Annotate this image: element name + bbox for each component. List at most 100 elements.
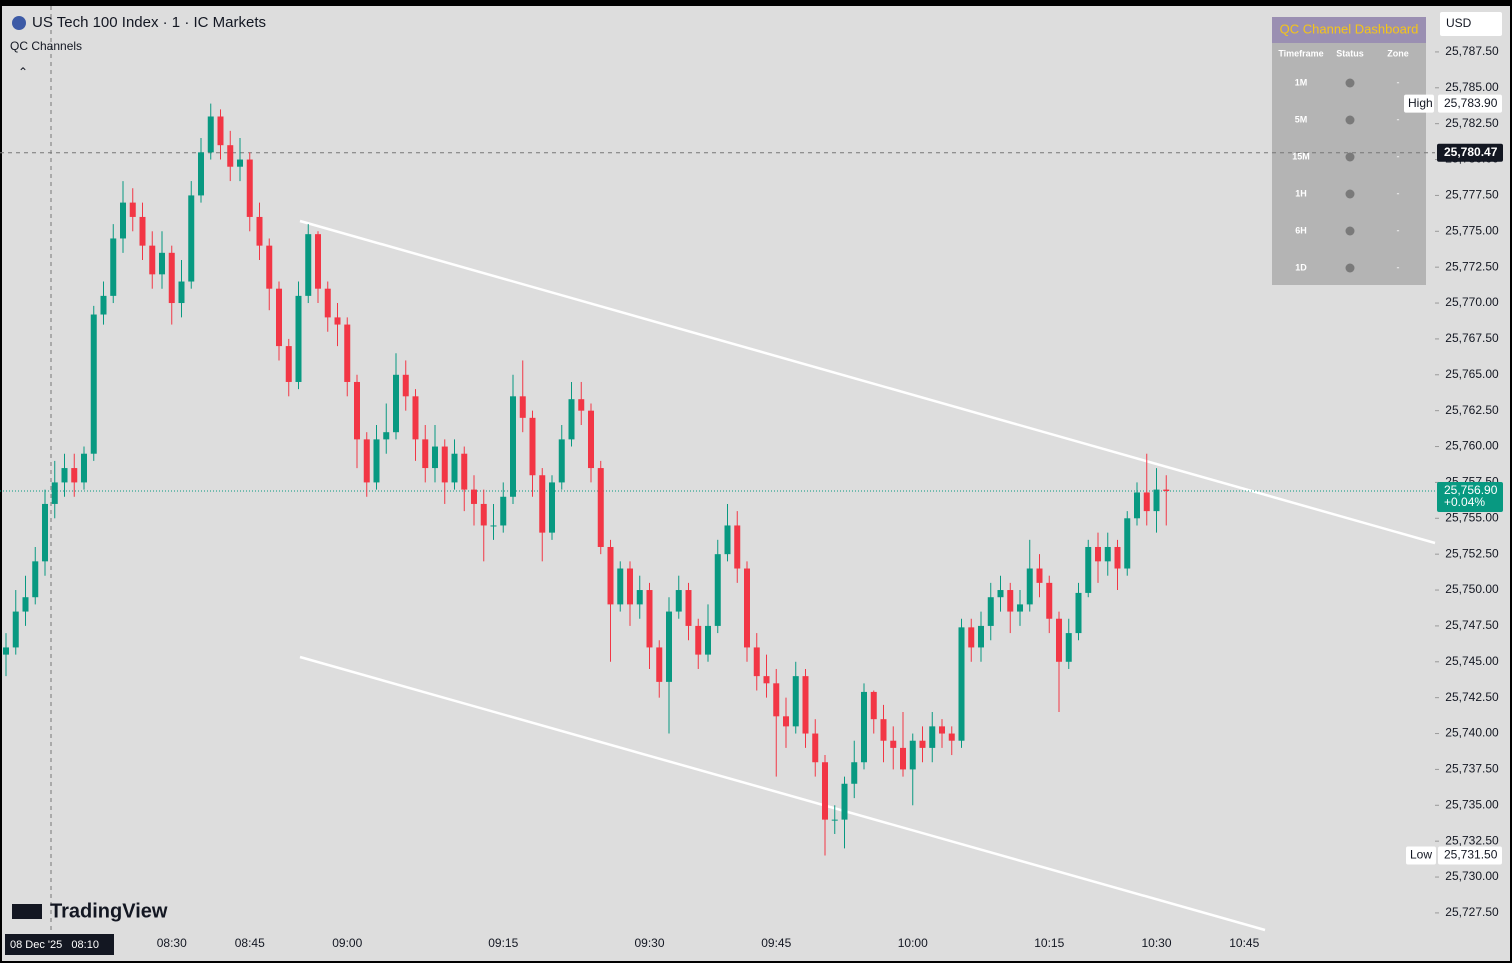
crosshair-time: 08 Dec '25 08:10 [10,939,99,951]
candle-body [968,627,975,648]
candle-body [510,396,516,497]
candle-body [295,295,302,382]
candle-body [997,590,1004,598]
candle-body [315,234,321,289]
flag-icon [12,16,26,30]
candle-body [441,446,448,483]
high-value: 25,783.90 [1444,96,1498,110]
candle-body [861,691,867,763]
candle-body [978,625,984,648]
candle-body [948,733,955,741]
x-tick-label: 10:45 [1229,936,1259,950]
dashboard-zone: - [1397,188,1400,198]
x-tick-label: 09:00 [332,936,362,950]
candle-body [617,568,624,605]
x-tick-label: 09:45 [761,936,791,950]
y-tick-label: 25,732.50 [1445,833,1499,847]
y-tick-label: 25,772.50 [1445,259,1499,273]
candle-body [724,525,731,555]
high-text: High [1408,96,1433,110]
y-tick-label: 25,782.50 [1445,116,1499,130]
currency[interactable]: USD [1446,16,1472,30]
symbol-title[interactable]: US Tech 100 Index · 1 · IC Markets [32,14,266,31]
dashboard-zone: - [1397,77,1400,87]
candle-body [636,590,643,605]
candle-body [929,726,936,748]
candle-body [666,611,672,682]
y-tick-label: 25,755.00 [1445,510,1499,524]
candle-body [1036,568,1043,583]
x-tick-label: 10:30 [1141,936,1171,950]
candle-body [1114,546,1121,569]
candle-body [285,346,292,382]
candle-body [217,116,224,146]
candle-body [841,783,848,820]
y-tick-label: 25,740.00 [1445,726,1499,740]
dashboard-timeframe: 1D [1295,262,1307,272]
candle-body [120,202,126,239]
crosshair-time-box [5,934,114,955]
candle-body [753,647,760,677]
candle-body [1046,582,1053,619]
candle-body [1124,518,1131,569]
dashboard-status [1345,263,1355,273]
last-price-box [1437,482,1503,513]
y-tick-label: 25,777.50 [1445,188,1499,202]
candle-body [744,568,750,648]
indicator-name[interactable]: QC Channels [10,39,82,53]
dashboard-zone: - [1397,225,1400,235]
candle-body [461,453,468,490]
candle-body [266,245,273,289]
candle-body [1017,604,1023,612]
y-tick-label: 25,775.00 [1445,223,1499,237]
candle-body [890,740,897,748]
candle-body [188,195,195,282]
candle-body [334,317,341,325]
y-tick-label: 25,727.50 [1445,905,1499,919]
brand[interactable]: TradingView [50,900,168,922]
candle-body [363,439,370,483]
candle-body [880,719,887,741]
candle-body [909,740,916,770]
dashboard-timeframe: 1M [1295,77,1308,87]
channel-upper [299,219,1436,545]
candle-body [344,324,351,382]
candle-body [900,747,906,770]
candle-body [1163,489,1170,492]
currency-box[interactable] [1440,12,1502,36]
collapse-icon[interactable]: ⌃ [18,65,28,79]
low-value-box [1438,846,1502,865]
candle-body [22,597,29,612]
logo-icon [12,904,42,919]
y-tick-label: 25,750.00 [1445,582,1499,596]
candle-body [802,676,809,734]
candle-body [90,314,97,454]
candle-body [139,216,146,246]
candle-body [1104,546,1111,562]
candle-body [490,525,497,527]
y-tick-label: 25,767.50 [1445,331,1499,345]
candle-body [870,691,877,720]
dashboard-status [1345,152,1355,162]
candle-body [402,374,409,397]
candle-body [305,234,312,296]
crosshair-price: 25,780.47 [1444,145,1498,159]
candle-body [627,568,633,605]
candle-body [207,116,214,153]
candle-body [471,489,477,504]
candle-body [519,396,526,418]
candle-body [763,676,770,684]
candle-body [422,439,429,469]
low-value: 25,731.50 [1444,848,1498,862]
candle-body [685,590,692,626]
candle-body [412,396,419,440]
candle-body [578,399,585,411]
candle-body [987,597,994,626]
candle-body [568,399,575,440]
last-price: 25,756.90 [1444,483,1498,497]
dashboard-zone: - [1397,114,1400,124]
candle-body [714,554,721,626]
dashboard-title: QC Channel Dashboard [1280,21,1419,36]
last-change: +0.04% [1444,495,1485,509]
